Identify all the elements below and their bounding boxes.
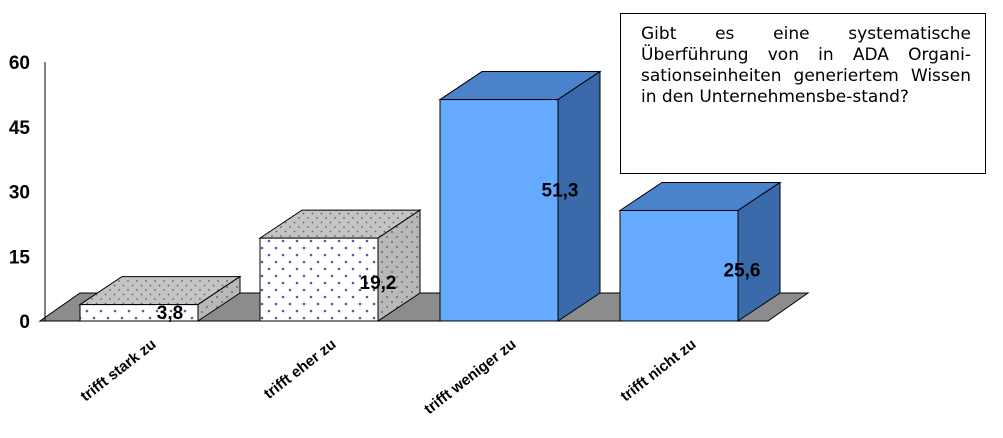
bar-value-label: 51,3 — [542, 181, 579, 202]
bar-value-label: 25,6 — [724, 260, 761, 281]
y-tick-label: 60 — [9, 53, 30, 74]
bar-front-face — [619, 209, 739, 322]
bar-front-face — [79, 304, 199, 322]
y-tick-label: 15 — [9, 247, 31, 268]
y-tick-label: 0 — [19, 312, 30, 333]
y-tick-label: 45 — [9, 118, 31, 139]
x-category-label: trifft eher zu — [261, 336, 340, 403]
bar: 25,6 — [618, 181, 782, 322]
bars: 3,8 19,2 51,3 25,6 — [78, 70, 782, 324]
y-axis-ticks: 0 15 30 45 60 — [9, 53, 31, 333]
bar: 19,2 — [258, 209, 422, 322]
x-category-label: trifft stark zu — [77, 336, 159, 405]
bar-value-label: 19,2 — [360, 273, 397, 294]
bar: 51,3 — [438, 70, 602, 322]
bar-value-label: 3,8 — [157, 303, 183, 324]
x-category-label: trifft nicht zu — [617, 336, 699, 405]
y-tick-label: 30 — [9, 183, 30, 204]
bar-front-face — [439, 99, 559, 322]
x-axis-labels: trifft stark zu trifft eher zu trifft weni… — [77, 336, 699, 418]
x-category-label: trifft weniger zu — [421, 336, 519, 418]
bar: 3,8 — [78, 275, 242, 324]
bar-front-face — [259, 237, 379, 322]
question-text: Gibt es eine systematische Überführung v… — [641, 24, 971, 107]
question-annotation-box: Gibt es eine systematische Überführung v… — [620, 13, 986, 174]
